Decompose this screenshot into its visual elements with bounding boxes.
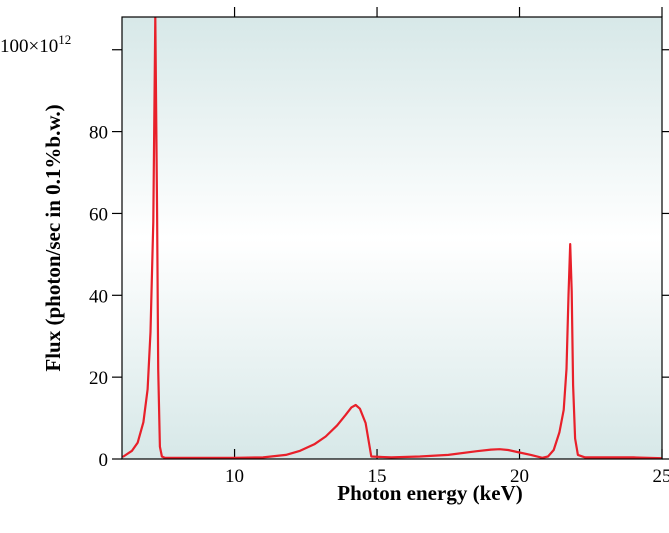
y-tick-label: 20 [89,368,108,389]
y-tick-label: 80 [89,123,108,144]
plot-background [122,17,662,459]
y-multiplier-base: 100×10 [0,36,58,57]
plot-frame [121,16,663,460]
y-tick-label: 40 [89,286,108,307]
x-tick-label: 20 [510,466,529,487]
tick-labels: 10 15 20 25 0 20 40 60 80 [89,123,669,487]
y-tick-label: 60 [89,204,108,225]
flux-series-line [122,17,662,459]
x-tick-label: 15 [368,466,387,487]
x-axis-title: Photon energy (keV) [337,481,522,505]
y-multiplier-exponent: 12 [58,32,71,47]
x-tick-label: 10 [225,466,244,487]
y-axis-title: Flux (photon/sec in 0.1%b.w.) [41,104,65,371]
x-tick-label: 25 [653,466,669,487]
y-tick-label: 0 [99,450,109,471]
y-axis-multiplier: 100×1012 [0,32,71,57]
